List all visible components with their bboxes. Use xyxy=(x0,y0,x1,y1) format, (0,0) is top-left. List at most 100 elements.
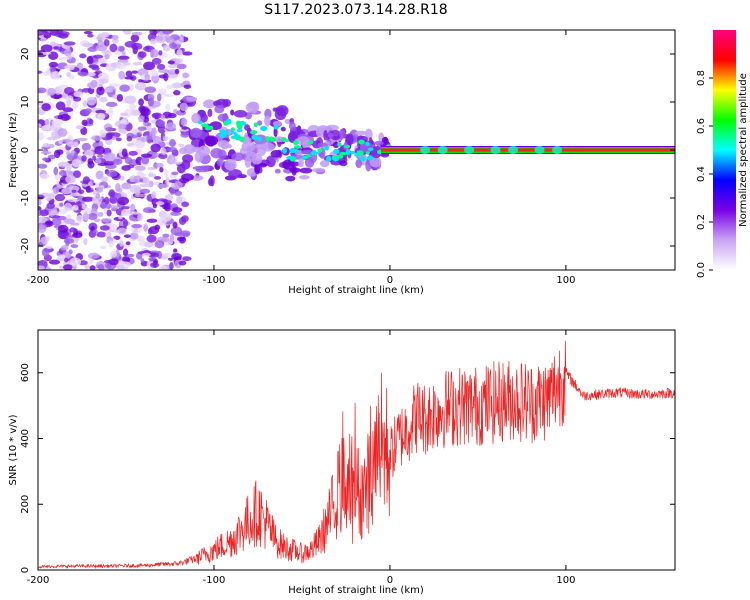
core-blob xyxy=(260,125,268,132)
noise-blob xyxy=(39,209,49,217)
noise-blob xyxy=(76,137,88,142)
noise-blob xyxy=(83,237,88,246)
scatter-blob xyxy=(288,121,296,130)
core-blob xyxy=(324,145,329,151)
scatter-blob xyxy=(228,169,242,179)
noise-blob xyxy=(126,136,133,142)
noise-blob xyxy=(38,123,42,129)
core-blob xyxy=(350,150,356,155)
noise-blob xyxy=(68,249,73,255)
scatter-blob xyxy=(214,104,225,114)
noise-blob xyxy=(150,70,159,77)
noise-blob xyxy=(129,109,141,116)
noise-blob xyxy=(78,189,85,195)
noise-blob xyxy=(81,155,87,162)
noise-blob xyxy=(69,257,82,267)
noise-blob xyxy=(139,188,151,194)
noise-blob xyxy=(155,201,165,206)
noise-blob xyxy=(121,148,128,157)
noise-blob xyxy=(169,187,175,195)
core-blob xyxy=(250,130,258,135)
noise-blob xyxy=(136,132,142,138)
scatter-blob xyxy=(245,102,260,113)
carrier-blob xyxy=(464,146,475,154)
noise-blob xyxy=(130,34,140,43)
noise-blob xyxy=(63,48,72,57)
noise-blob xyxy=(169,139,176,147)
scatter-blob xyxy=(216,158,224,167)
carrier-blob xyxy=(534,146,545,154)
spectrogram-y-tick-label: -10 xyxy=(20,190,31,206)
noise-blob xyxy=(134,165,146,171)
noise-blob xyxy=(89,265,96,270)
noise-blob xyxy=(162,233,170,238)
scatter-blob xyxy=(217,140,229,148)
snr-x-ticks: -200 -100 0 100 xyxy=(27,330,575,586)
core-blob xyxy=(345,149,351,155)
scatter-blob xyxy=(182,154,194,163)
noise-blob xyxy=(90,79,98,88)
spectrogram-x-tick-label: -200 xyxy=(27,275,50,286)
scatter-blob xyxy=(354,130,367,136)
noise-blob xyxy=(155,162,164,168)
snr-y-tick-label: 0 xyxy=(20,567,31,573)
noise-blob xyxy=(69,227,77,233)
noise-blob xyxy=(108,189,116,198)
core-blob xyxy=(223,120,229,126)
noise-blob xyxy=(171,171,179,176)
noise-blob xyxy=(38,216,48,224)
noise-blob xyxy=(126,253,135,258)
spectrogram-blobs xyxy=(38,30,675,270)
noise-blob xyxy=(108,229,121,233)
core-blob xyxy=(273,124,279,130)
noise-blob xyxy=(125,241,131,246)
noise-blob xyxy=(154,36,167,44)
snr-x-tick-label: 100 xyxy=(556,575,575,586)
noise-blob xyxy=(57,128,68,137)
noise-blob xyxy=(136,235,145,243)
snr-y-label: SNR (10 * v/v) xyxy=(8,414,19,485)
scatter-blob xyxy=(285,175,296,182)
noise-blob xyxy=(72,232,83,238)
noise-blob xyxy=(121,208,131,217)
noise-blob xyxy=(165,122,177,131)
noise-blob xyxy=(180,131,190,138)
noise-blob xyxy=(51,122,62,129)
scatter-blob xyxy=(298,157,304,168)
noise-blob xyxy=(109,250,117,258)
noise-blob xyxy=(142,177,150,184)
noise-blob xyxy=(75,125,84,130)
noise-blob xyxy=(140,107,151,117)
noise-blob xyxy=(162,44,171,52)
snr-y-ticks: 0 200 400 600 xyxy=(20,363,675,573)
core-blob xyxy=(265,135,270,142)
noise-blob xyxy=(158,88,167,96)
scatter-blob xyxy=(275,105,289,117)
scatter-blob xyxy=(364,128,373,140)
noise-blob xyxy=(103,259,114,264)
noise-blob xyxy=(109,43,118,53)
scatter-blob xyxy=(323,129,328,141)
noise-blob xyxy=(100,218,112,223)
noise-blob xyxy=(58,139,63,144)
spectrogram-y-tick-label: -20 xyxy=(20,238,31,254)
core-blob xyxy=(311,149,317,155)
scatter-blob xyxy=(258,162,268,168)
scatter-blob xyxy=(191,113,201,124)
noise-blob xyxy=(174,190,183,196)
spectrogram-x-tick-label: 100 xyxy=(556,275,575,286)
noise-blob xyxy=(101,32,110,38)
noise-blob xyxy=(118,70,126,80)
noise-blob xyxy=(59,170,67,177)
snr-x-tick-label: -200 xyxy=(27,575,50,586)
noise-blob xyxy=(137,126,147,131)
noise-blob xyxy=(82,176,91,185)
noise-blob xyxy=(46,136,58,141)
noise-blob xyxy=(44,118,50,127)
noise-blob xyxy=(100,203,107,209)
scatter-blob xyxy=(272,107,278,112)
core-blob xyxy=(233,132,239,139)
noise-blob xyxy=(66,150,71,156)
noise-blob xyxy=(87,252,100,259)
